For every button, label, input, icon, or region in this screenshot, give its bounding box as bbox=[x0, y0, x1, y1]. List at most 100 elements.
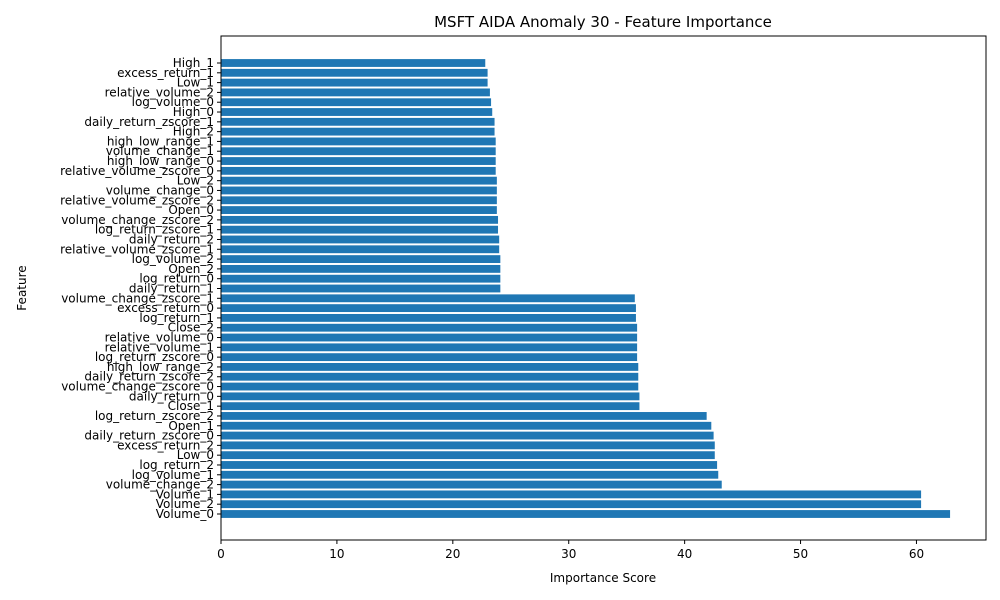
y-tick-label: log_volume_2 bbox=[132, 252, 214, 266]
y-tick-label: Low_1 bbox=[177, 76, 214, 90]
bar-volume-change-zscore-0 bbox=[221, 382, 639, 391]
y-tick-label: volume_change_2 bbox=[106, 478, 214, 492]
y-tick-label: Volume_2 bbox=[156, 497, 214, 511]
bar-volume-change-zscore-2 bbox=[221, 215, 499, 224]
y-tick-label: excess_return_2 bbox=[117, 438, 214, 452]
bar-excess-return-1 bbox=[221, 68, 488, 77]
bar-excess-return-0 bbox=[221, 304, 636, 313]
bar-high-low-range-1 bbox=[221, 137, 496, 146]
bar-log-volume-1 bbox=[221, 470, 719, 479]
bar-log-return-zscore-0 bbox=[221, 353, 638, 362]
y-tick-label: log_return_zscore_0 bbox=[95, 350, 214, 364]
y-tick-label: daily_return_2 bbox=[129, 232, 214, 246]
x-tick-label: 50 bbox=[793, 547, 808, 561]
bar-relative-volume-0 bbox=[221, 333, 638, 342]
y-tick-label: volume_change_zscore_2 bbox=[61, 213, 214, 227]
y-tick-label: Open_1 bbox=[168, 419, 214, 433]
y-tick-label: relative_volume_0 bbox=[105, 331, 214, 345]
y-tick-label: Volume_0 bbox=[156, 507, 214, 521]
y-tick-label: volume_change_zscore_0 bbox=[61, 380, 214, 394]
bar-low-1 bbox=[221, 78, 488, 87]
y-tick-label: relative_volume_2 bbox=[105, 85, 214, 99]
x-axis-label: Importance Score bbox=[550, 571, 656, 585]
y-tick-label: Low_0 bbox=[177, 448, 214, 462]
bar-relative-volume-1 bbox=[221, 343, 638, 352]
y-tick-label: daily_return_0 bbox=[129, 389, 214, 403]
y-tick-label: volume_change_zscore_1 bbox=[61, 291, 214, 305]
y-tick-label: daily_return_1 bbox=[129, 282, 214, 296]
bar-log-return-2 bbox=[221, 461, 718, 469]
bars-group bbox=[221, 59, 951, 518]
y-tick-label: Low_2 bbox=[177, 174, 214, 188]
bar-relative-volume-zscore-2 bbox=[221, 196, 497, 205]
y-tick-label: High_1 bbox=[173, 56, 214, 70]
y-tick-label: relative_volume_zscore_1 bbox=[60, 242, 214, 256]
bar-high-2 bbox=[221, 127, 495, 136]
x-tick-label: 20 bbox=[445, 547, 460, 561]
bar-high-0 bbox=[221, 108, 493, 116]
y-tick-label: High_0 bbox=[173, 105, 214, 119]
y-tick-label: high_low_range_2 bbox=[107, 360, 214, 374]
bar-log-return-1 bbox=[221, 313, 636, 322]
y-tick-label: log_return_zscore_2 bbox=[95, 409, 214, 423]
y-axis-label: Feature bbox=[15, 265, 29, 310]
y-tick-label: daily_return_zscore_0 bbox=[84, 429, 214, 443]
y-tick-label: excess_return_1 bbox=[117, 66, 214, 80]
y-tick-label: relative_volume_1 bbox=[105, 340, 214, 354]
y-tick-label: Close_1 bbox=[168, 399, 214, 413]
x-tick-label: 60 bbox=[909, 547, 924, 561]
y-tick-label: high_low_range_1 bbox=[107, 134, 214, 148]
bar-log-volume-0 bbox=[221, 98, 492, 107]
bar-relative-volume-2 bbox=[221, 88, 490, 97]
y-tick-label: log_return_0 bbox=[139, 272, 214, 286]
bar-volume-change-1 bbox=[221, 147, 496, 156]
bar-daily-return-zscore-0 bbox=[221, 431, 714, 440]
y-tick-label: volume_change_1 bbox=[106, 144, 214, 158]
x-tick-label: 30 bbox=[561, 547, 576, 561]
bar-volume-change-2 bbox=[221, 480, 722, 489]
bar-volume-1 bbox=[221, 490, 922, 499]
bar-high-1 bbox=[221, 59, 486, 67]
plot-frame bbox=[220, 35, 987, 541]
x-tick-label: 10 bbox=[329, 547, 344, 561]
x-tick-label: 40 bbox=[677, 547, 692, 561]
bar-volume-0 bbox=[221, 510, 951, 518]
y-tick-label: High_2 bbox=[173, 125, 214, 139]
y-tick-label: log_return_zscore_1 bbox=[95, 223, 214, 237]
y-tick-label: daily_return_zscore_1 bbox=[84, 115, 214, 129]
y-tick-label: excess_return_0 bbox=[117, 301, 214, 315]
chart-title: MSFT AIDA Anomaly 30 - Feature Importanc… bbox=[434, 13, 772, 31]
y-tick-label: relative_volume_zscore_0 bbox=[60, 164, 214, 178]
y-tick-label: volume_change_0 bbox=[106, 183, 214, 197]
bar-daily-return-0 bbox=[221, 392, 640, 401]
bar-close-1 bbox=[221, 402, 640, 411]
bar-low-2 bbox=[221, 176, 497, 185]
y-tick-label: daily_return_zscore_2 bbox=[84, 370, 214, 384]
bar-open-1 bbox=[221, 421, 712, 430]
y-tick-label: log_volume_0 bbox=[132, 95, 214, 109]
bar-volume-2 bbox=[221, 500, 922, 509]
y-tick-label: Open_2 bbox=[168, 262, 214, 276]
bar-low-0 bbox=[221, 451, 715, 460]
bar-relative-volume-zscore-1 bbox=[221, 245, 500, 254]
x-tick-label: 0 bbox=[217, 547, 225, 561]
bar-log-return-0 bbox=[221, 274, 501, 283]
bar-log-return-zscore-2 bbox=[221, 412, 707, 420]
x-ticks-group: 0 10 20 30 40 50 60 bbox=[217, 540, 924, 561]
bar-volume-change-0 bbox=[221, 186, 497, 195]
y-tick-label: high_low_range_0 bbox=[107, 154, 214, 168]
bar-daily-return-zscore-1 bbox=[221, 117, 495, 126]
bar-relative-volume-zscore-0 bbox=[221, 166, 496, 175]
y-tick-label: Volume_1 bbox=[156, 487, 214, 501]
bar-daily-return-zscore-2 bbox=[221, 372, 639, 381]
bar-volume-change-zscore-1 bbox=[221, 294, 635, 303]
bar-high-low-range-2 bbox=[221, 363, 639, 371]
bar-excess-return-2 bbox=[221, 441, 715, 450]
y-tick-label: log_return_2 bbox=[139, 458, 214, 472]
bar-open-0 bbox=[221, 206, 497, 214]
y-tick-label: Close_2 bbox=[168, 321, 214, 335]
y-tick-label: relative_volume_zscore_2 bbox=[60, 193, 214, 207]
bar-log-volume-2 bbox=[221, 255, 501, 264]
